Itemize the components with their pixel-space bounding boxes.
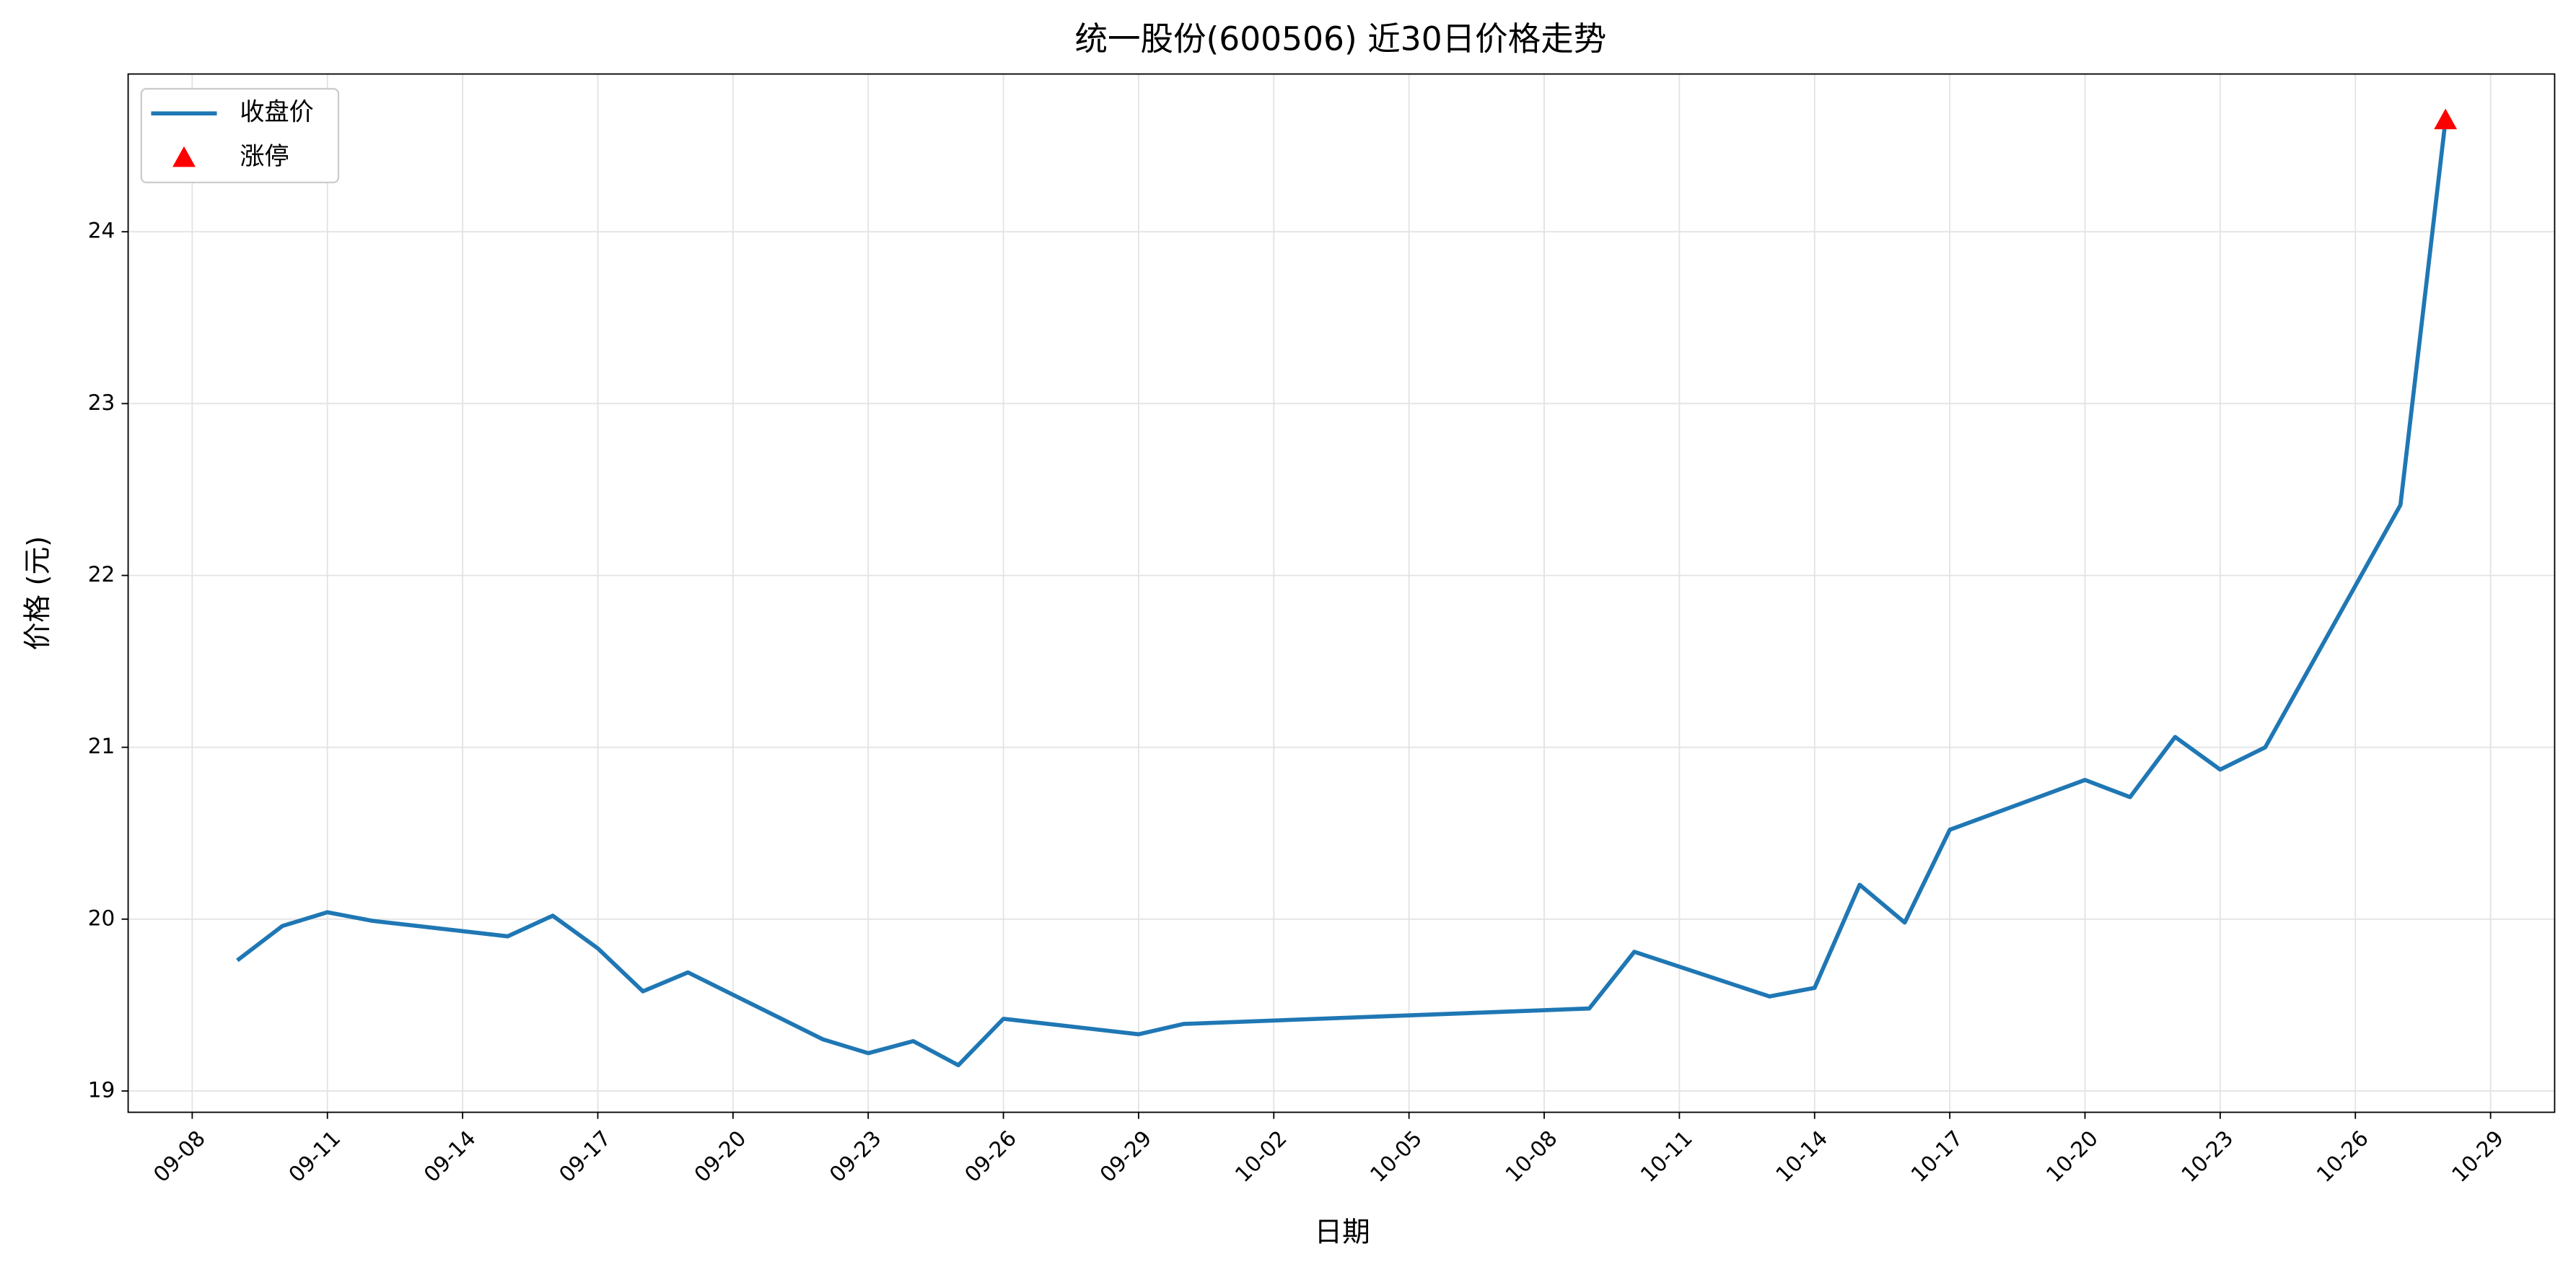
y-tick-label: 21	[88, 734, 115, 758]
x-tick-label: 10-14	[1771, 1126, 1833, 1187]
y-tick-label: 23	[88, 390, 115, 415]
x-tick-label: 09-08	[149, 1126, 210, 1187]
x-axis-label: 日期	[1314, 1216, 1370, 1248]
x-tick-label: 09-29	[1095, 1126, 1157, 1187]
limit-up-marker	[2434, 108, 2458, 130]
x-tick-label: 10-05	[1365, 1126, 1427, 1187]
y-tick-label: 20	[88, 906, 115, 930]
x-tick-label: 09-11	[284, 1126, 346, 1187]
y-tick-label: 22	[88, 562, 115, 587]
x-tick-label: 10-23	[2177, 1126, 2238, 1187]
y-tick-label: 24	[88, 219, 115, 243]
x-tick-label: 09-23	[825, 1126, 886, 1187]
y-axis-label: 价格 (元)	[22, 536, 54, 651]
x-tick-label: 10-08	[1501, 1126, 1562, 1187]
x-tick-label: 09-17	[554, 1126, 615, 1187]
x-tick-label: 10-02	[1230, 1126, 1292, 1187]
plot-frame	[127, 73, 2556, 1113]
x-tick-label: 10-17	[1906, 1126, 1968, 1187]
price-line	[236, 120, 2448, 1068]
x-tick-label: 09-14	[419, 1126, 481, 1187]
x-tick-label: 09-20	[690, 1126, 751, 1187]
legend-label: 收盘价	[240, 98, 313, 127]
x-tick-label: 09-26	[960, 1126, 1021, 1187]
x-tick-label: 10-20	[2041, 1126, 2103, 1187]
chart-title: 统一股份(600506) 近30日价格走势	[1074, 20, 1606, 58]
legend-marker	[172, 146, 196, 167]
legend-label: 涨停	[240, 142, 289, 171]
x-tick-label: 10-29	[2447, 1126, 2508, 1187]
x-tick-label: 10-11	[1636, 1126, 1697, 1187]
y-tick-label: 19	[88, 1077, 115, 1102]
x-tick-label: 10-26	[2312, 1126, 2373, 1187]
